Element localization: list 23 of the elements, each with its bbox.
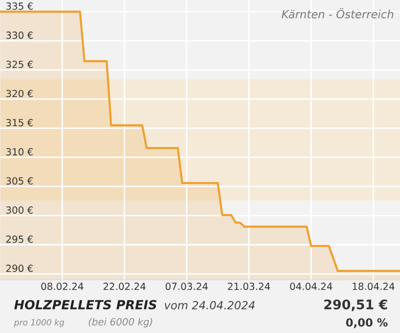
y-tick-label: 320 € bbox=[6, 90, 33, 98]
x-tick-label: 07.03.24 bbox=[166, 282, 208, 290]
y-tick-label: 335 € bbox=[6, 2, 33, 10]
y-tick-label: 315 € bbox=[6, 118, 33, 126]
y-tick-label: 295 € bbox=[6, 236, 33, 243]
text: pro 1000 kg bbox=[14, 319, 64, 328]
y-tick-label: 325 € bbox=[6, 60, 33, 68]
y-tick-label: 290 € bbox=[6, 264, 33, 272]
text: HOLZPELLETS PREIS bbox=[14, 300, 156, 310]
text: 290,51 € bbox=[324, 299, 388, 312]
x-tick-label: 18.04.24 bbox=[352, 282, 394, 290]
x-tick-label: 08.02.24 bbox=[41, 282, 84, 290]
y-tick-label: 305 € bbox=[6, 177, 33, 185]
x-tick-label: 04.04.24 bbox=[290, 282, 332, 290]
y-tick-label: 330 € bbox=[6, 32, 33, 39]
text: 0,00 % bbox=[346, 318, 388, 328]
x-tick-label: 21.03.24 bbox=[228, 282, 270, 290]
y-tick-label: 300 € bbox=[6, 206, 33, 214]
x-tick-label: 22.02.24 bbox=[104, 282, 146, 290]
text: (bei 6000 kg) bbox=[88, 318, 152, 328]
y-tick-label: 310 € bbox=[6, 148, 33, 156]
annotation: Kärnten - Österreich bbox=[282, 8, 394, 18]
text: vom 24.04.2024 bbox=[164, 301, 255, 310]
